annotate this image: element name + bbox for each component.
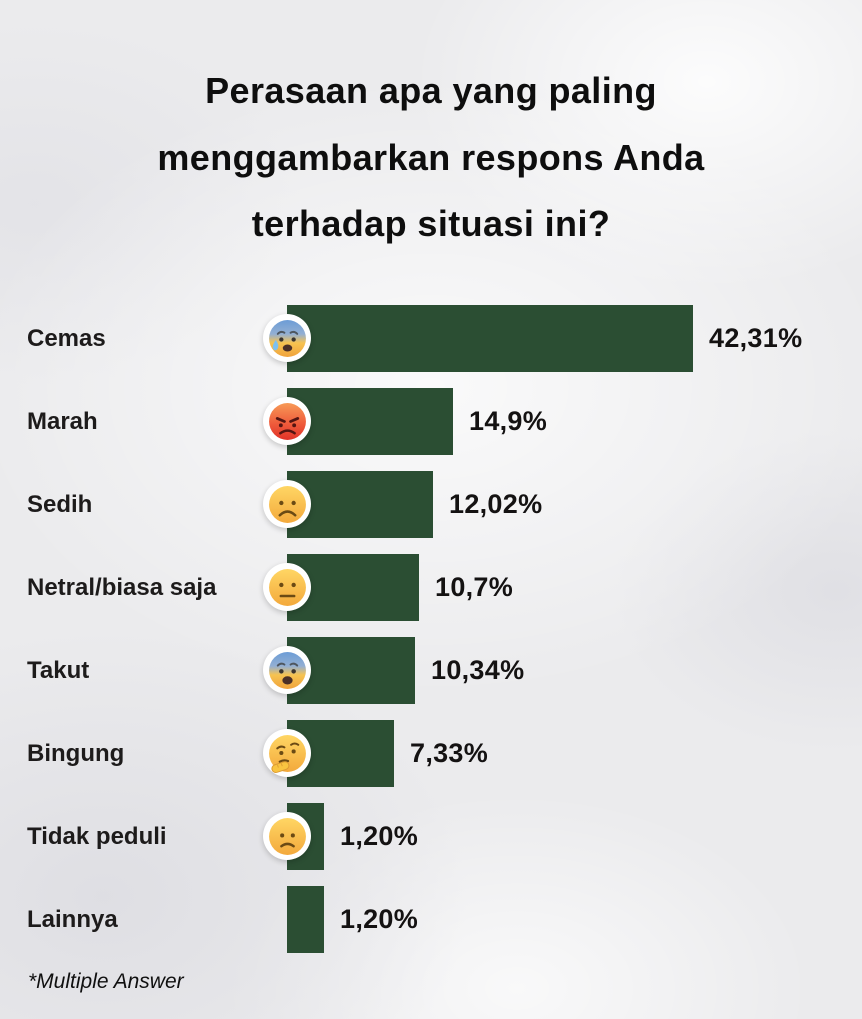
chart-row-cemas: Cemas 42,31% bbox=[0, 305, 862, 372]
value-label-takut: 10,34% bbox=[431, 655, 525, 685]
bar-marah bbox=[287, 388, 453, 455]
category-label-netral-biasa-saja: Netral/biasa saja bbox=[27, 574, 217, 601]
category-label-bingung: Bingung bbox=[27, 740, 125, 767]
category-label-sedih: Sedih bbox=[27, 491, 93, 518]
chart-row-marah: Marah 14,9% bbox=[0, 388, 862, 455]
chart-row-sedih: Sedih 12,02% bbox=[0, 471, 862, 538]
value-label-netral-biasa-saja: 10,7% bbox=[435, 572, 514, 602]
chart-title-line-3: terhadap situasi ini? bbox=[251, 203, 611, 244]
chart-row-lainnya: Lainnya 1,20% bbox=[0, 886, 862, 953]
value-label-sedih: 12,02% bbox=[449, 489, 543, 519]
chart-title-line-2: menggambarkan respons Anda bbox=[157, 136, 705, 178]
chart-title: Perasaan apa yang paling menggambarkan r… bbox=[0, 58, 862, 258]
chart-row-bingung: Bingung 7,33% bbox=[0, 720, 862, 787]
value-label-marah: 14,9% bbox=[469, 406, 548, 436]
value-label-tidak-peduli: 1,20% bbox=[340, 821, 419, 851]
multiple-answer-note: *Multiple Answer bbox=[28, 970, 184, 993]
bar-lainnya bbox=[287, 886, 324, 953]
frowning-face-icon bbox=[263, 480, 311, 528]
chart-title-line-1: Perasaan apa yang paling bbox=[205, 70, 657, 111]
slightly-frowning-face-icon bbox=[263, 812, 311, 860]
neutral-face-icon bbox=[263, 563, 311, 611]
anxious-face-with-sweat-icon bbox=[263, 314, 311, 362]
chart-row-takut: Takut 10,34% bbox=[0, 637, 862, 704]
angry-face-icon bbox=[263, 397, 311, 445]
value-label-cemas: 42,31% bbox=[709, 323, 803, 353]
value-label-lainnya: 1,20% bbox=[340, 904, 419, 934]
bar-sedih bbox=[287, 471, 433, 538]
chart-row-netral-biasa-saja: Netral/biasa saja 10,7% bbox=[0, 554, 862, 621]
category-label-marah: Marah bbox=[27, 408, 98, 435]
category-label-cemas: Cemas bbox=[27, 325, 106, 352]
thinking-face-icon bbox=[263, 729, 311, 777]
fearful-face-icon bbox=[263, 646, 311, 694]
chart-row-tidak-peduli: Tidak peduli 1,20% bbox=[0, 803, 862, 870]
bar-cemas bbox=[287, 305, 693, 372]
category-label-tidak-peduli: Tidak peduli bbox=[27, 823, 167, 850]
category-label-lainnya: Lainnya bbox=[27, 906, 118, 933]
category-label-takut: Takut bbox=[27, 657, 90, 684]
value-label-bingung: 7,33% bbox=[410, 738, 489, 768]
